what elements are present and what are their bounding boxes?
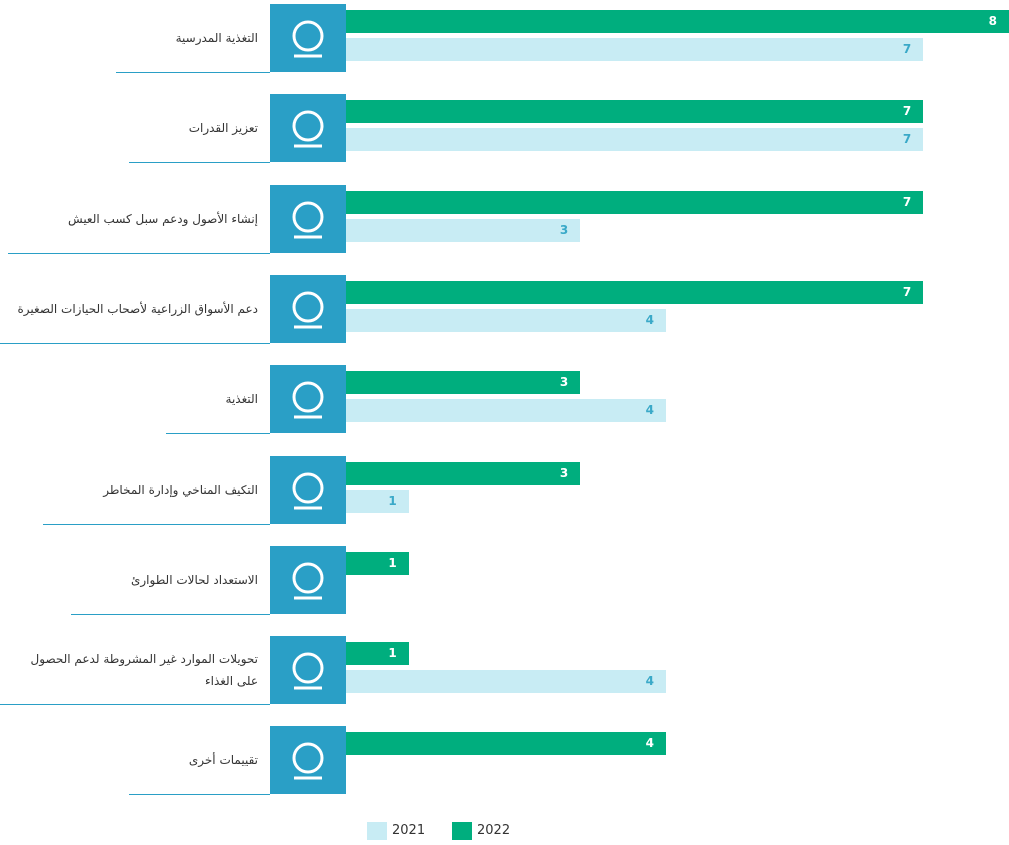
category-label: تحويلات الموارد غير المشروطة لدعم الحصول…: [8, 648, 258, 692]
value-label: 3: [559, 222, 569, 237]
icon: [270, 365, 346, 434]
bar: 8: [323, 10, 1009, 33]
legend-label: 2021: [392, 823, 426, 838]
bar: 3: [323, 371, 581, 395]
category-label: التكيف المناخي وإدارة المخاطر: [8, 479, 258, 501]
value-label: 8: [988, 14, 997, 28]
category-label: التغذية: [8, 388, 258, 410]
icon: [270, 184, 346, 253]
underline: [70, 613, 270, 615]
value-label: 3: [559, 375, 569, 390]
category-label: دعم الأسواق الزراعية لأصحاب الحيازات الص…: [8, 298, 258, 320]
category-text: التغذية: [225, 392, 258, 407]
bar: 4: [323, 308, 666, 332]
bar: 4: [323, 732, 666, 756]
underline: [0, 704, 270, 706]
underline: [128, 794, 270, 796]
category-label: تقييمات أخرى: [8, 749, 258, 771]
value-label: 7: [902, 284, 912, 299]
category-text: التكيف المناخي وإدارة المخاطر: [103, 482, 258, 497]
value-label: 1: [388, 493, 397, 508]
value-label: 3: [559, 465, 569, 480]
category-text: تقييمات أخرى: [188, 753, 258, 768]
value-label: 4: [645, 674, 654, 689]
underline: [8, 252, 270, 254]
icon: [270, 636, 346, 705]
bar: 7: [323, 280, 924, 304]
category-text: تحويلات الموارد غير المشروطة لدعم الحصول…: [30, 652, 258, 689]
category-text: الاستعداد لحالات الطوارئ: [130, 572, 258, 587]
bar: 7: [323, 190, 924, 214]
category-label: الاستعداد لحالات الطوارئ: [8, 569, 258, 591]
category-text: التغذية المدرسية: [175, 31, 258, 45]
value-label: 7: [902, 104, 912, 119]
value-label: 7: [902, 132, 912, 147]
icon: [270, 4, 346, 72]
value-label: 4: [645, 736, 654, 751]
category-label: تعزيز القدرات: [8, 117, 258, 139]
icon: [270, 726, 346, 795]
category-text: تعزيز القدرات: [188, 121, 258, 136]
underline: [115, 72, 270, 73]
value-label: 7: [902, 194, 912, 209]
icon: [270, 455, 346, 524]
bar: 3: [323, 218, 581, 242]
icon: [270, 94, 346, 163]
value-label: 1: [388, 555, 397, 570]
bar: 7: [323, 128, 924, 152]
value-label: 4: [645, 403, 654, 418]
underline: [128, 162, 270, 164]
value-label: 1: [388, 646, 397, 661]
underline: [0, 342, 270, 344]
underline: [43, 523, 270, 525]
category-label: التغذية المدرسية: [8, 27, 258, 49]
bar: 7: [323, 38, 924, 61]
value-label: 4: [645, 312, 654, 327]
bar: 7: [323, 100, 924, 124]
underline: [165, 433, 270, 435]
bar: 4: [323, 399, 666, 423]
category-text: دعم الأسواق الزراعية لأصحاب الحيازات الص…: [17, 301, 258, 316]
icon: [270, 545, 346, 614]
bar: 4: [323, 670, 666, 694]
value-label: 7: [902, 42, 912, 56]
category-text: إنشاء الأصول ودعم سبل كسب العيش: [68, 211, 258, 226]
legend-swatch: [367, 822, 387, 840]
legend-swatch: [452, 822, 472, 840]
icon: [270, 274, 346, 343]
legend-label: 2022: [477, 823, 511, 838]
category-label: إنشاء الأصول ودعم سبل كسب العيش: [8, 208, 258, 230]
bar: 3: [323, 461, 581, 485]
